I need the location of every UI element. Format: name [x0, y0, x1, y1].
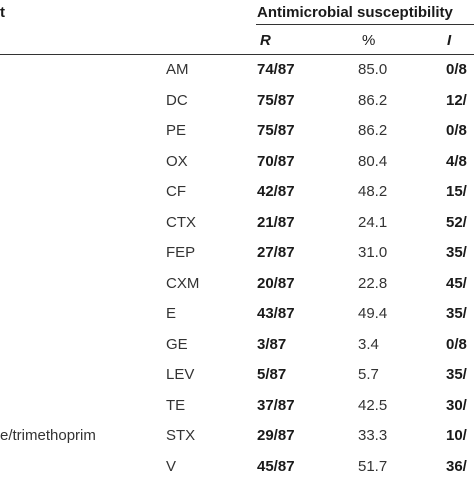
table-row: e/trimethoprim STX 29/87 33.3 10/: [0, 421, 474, 452]
resistant-count-cell: 20/87: [257, 275, 295, 292]
percent-cell: 85.0: [358, 61, 387, 78]
abbreviation-cell: E: [166, 305, 176, 322]
percent-cell: 49.4: [358, 305, 387, 322]
abbreviation-cell: CF: [166, 183, 186, 200]
intermediate-count-cell: 0/8: [446, 61, 467, 78]
column-header-r: R: [260, 32, 271, 49]
table-row: FEP 27/87 31.0 35/: [0, 238, 474, 269]
resistant-count-cell: 37/87: [257, 397, 295, 414]
table-header: t Antimicrobial susceptibility: [0, 0, 474, 24]
percent-cell: 24.1: [358, 214, 387, 231]
table-row: AM 74/87 85.0 0/8: [0, 55, 474, 86]
resistant-count-cell: 21/87: [257, 214, 295, 231]
resistant-count-cell: 29/87: [257, 427, 295, 444]
abbreviation-cell: PE: [166, 122, 186, 139]
percent-cell: 86.2: [358, 122, 387, 139]
percent-cell: 5.7: [358, 366, 379, 383]
table-row: GE 3/87 3.4 0/8: [0, 330, 474, 361]
intermediate-count-cell: 12/: [446, 92, 467, 109]
percent-cell: 33.3: [358, 427, 387, 444]
intermediate-count-cell: 0/8: [446, 122, 467, 139]
intermediate-count-cell: 35/: [446, 244, 467, 261]
table-row: OX 70/87 80.4 4/8: [0, 147, 474, 178]
abbreviation-cell: GE: [166, 336, 188, 353]
intermediate-count-cell: 52/: [446, 214, 467, 231]
table-row: PE 75/87 86.2 0/8: [0, 116, 474, 147]
abbreviation-cell: CTX: [166, 214, 196, 231]
abbreviation-cell: TE: [166, 397, 185, 414]
intermediate-count-cell: 4/8: [446, 153, 467, 170]
percent-cell: 42.5: [358, 397, 387, 414]
abbreviation-cell: FEP: [166, 244, 195, 261]
abbreviation-cell: DC: [166, 92, 188, 109]
percent-cell: 51.7: [358, 458, 387, 475]
table-row: TE 37/87 42.5 30/: [0, 391, 474, 422]
table-row: DC 75/87 86.2 12/: [0, 86, 474, 117]
intermediate-count-cell: 35/: [446, 305, 467, 322]
percent-cell: 3.4: [358, 336, 379, 353]
percent-cell: 86.2: [358, 92, 387, 109]
abbreviation-cell: V: [166, 458, 176, 475]
resistant-count-cell: 75/87: [257, 122, 295, 139]
table-row: E 43/87 49.4 35/: [0, 299, 474, 330]
percent-cell: 22.8: [358, 275, 387, 292]
column-group-title: Antimicrobial susceptibility: [257, 4, 453, 21]
intermediate-count-cell: 45/: [446, 275, 467, 292]
abbreviation-cell: AM: [166, 61, 189, 78]
intermediate-count-cell: 10/: [446, 427, 467, 444]
table-row: CXM 20/87 22.8 45/: [0, 269, 474, 300]
table-row: CF 42/87 48.2 15/: [0, 177, 474, 208]
resistant-count-cell: 5/87: [257, 366, 286, 383]
intermediate-count-cell: 15/: [446, 183, 467, 200]
table-row: CTX 21/87 24.1 52/: [0, 208, 474, 239]
resistant-count-cell: 74/87: [257, 61, 295, 78]
table-row: V 45/87 51.7 36/: [0, 452, 474, 482]
table-body: AM 74/87 85.0 0/8 DC 75/87 86.2 12/PE 75/87 86.2 0…: [0, 55, 474, 482]
resistant-count-cell: 27/87: [257, 244, 295, 261]
abbreviation-cell: CXM: [166, 275, 199, 292]
resistant-count-cell: 45/87: [257, 458, 295, 475]
intermediate-count-cell: 35/: [446, 366, 467, 383]
column-header-percent: %: [362, 32, 375, 49]
abbreviation-cell: OX: [166, 153, 188, 170]
resistant-count-cell: 70/87: [257, 153, 295, 170]
percent-cell: 80.4: [358, 153, 387, 170]
column-header-i: I: [447, 32, 451, 49]
intermediate-count-cell: 36/: [446, 458, 467, 475]
group-header-rule: [256, 24, 474, 25]
resistant-count-cell: 3/87: [257, 336, 286, 353]
table-row: LEV 5/87 5.7 35/: [0, 360, 474, 391]
resistant-count-cell: 43/87: [257, 305, 295, 322]
abbreviation-cell: STX: [166, 427, 195, 444]
abbreviation-cell: LEV: [166, 366, 194, 383]
percent-cell: 31.0: [358, 244, 387, 261]
resistant-count-cell: 42/87: [257, 183, 295, 200]
percent-cell: 48.2: [358, 183, 387, 200]
intermediate-count-cell: 30/: [446, 397, 467, 414]
resistant-count-cell: 75/87: [257, 92, 295, 109]
column-header-left: t: [0, 4, 5, 21]
drug-name-cell: e/trimethoprim: [0, 427, 96, 444]
intermediate-count-cell: 0/8: [446, 336, 467, 353]
